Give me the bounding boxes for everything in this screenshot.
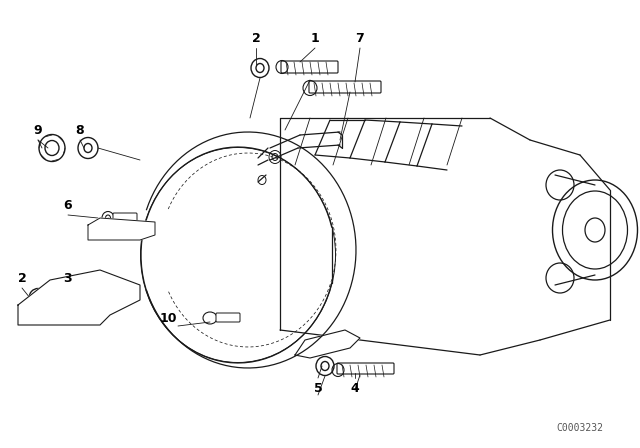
FancyBboxPatch shape [216, 313, 240, 322]
Text: C0003232: C0003232 [557, 423, 604, 433]
Text: 10: 10 [159, 311, 177, 324]
FancyBboxPatch shape [55, 292, 115, 303]
Text: 5: 5 [314, 382, 323, 395]
FancyBboxPatch shape [113, 213, 137, 223]
FancyBboxPatch shape [309, 81, 381, 93]
FancyBboxPatch shape [281, 61, 338, 73]
Text: 2: 2 [252, 31, 260, 44]
Text: 3: 3 [64, 271, 72, 284]
FancyBboxPatch shape [337, 363, 394, 374]
Text: 8: 8 [76, 124, 84, 137]
Text: 9: 9 [34, 124, 42, 137]
Text: 7: 7 [356, 31, 364, 44]
Polygon shape [295, 330, 360, 358]
Polygon shape [88, 218, 155, 240]
Text: 2: 2 [18, 271, 26, 284]
Polygon shape [18, 270, 140, 325]
Text: 1: 1 [310, 31, 319, 44]
Text: 4: 4 [351, 382, 360, 395]
Text: 6: 6 [64, 198, 72, 211]
